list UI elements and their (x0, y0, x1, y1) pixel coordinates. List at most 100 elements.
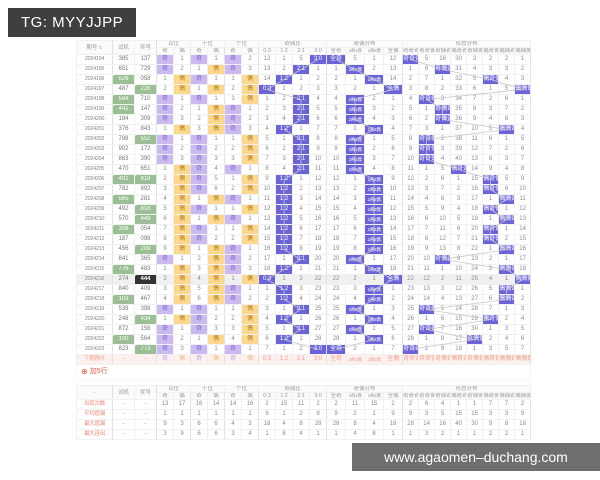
parity-cell: 偶 (207, 264, 226, 275)
win-number-cell: 564 (134, 334, 157, 345)
stat-row: 平均遗漏 - -1 1 1 1 1 1 9 1 2 9 9 2 1 9 9 3 5 15 15 3 3 9 (76, 409, 532, 420)
pattern-cell: 27 (402, 324, 420, 335)
win-number-cell: 651 (134, 164, 157, 175)
prediction-option-cell[interactable]: 奇奇偶 (418, 354, 436, 365)
prediction-option-cell[interactable]: 奇偶偶 (466, 354, 484, 365)
ratio-cell: 12 (258, 54, 277, 65)
dist-cell: 2奇1偶 (345, 94, 366, 105)
prediction-option-cell[interactable]: 偶奇偶 (482, 354, 500, 365)
prediction-option-cell[interactable]: 奇 (224, 354, 243, 365)
stat-cell: 3 (224, 429, 243, 440)
ratio-cell: 1 (275, 324, 294, 335)
pattern-cell: 奇偶奇 (434, 254, 452, 265)
dist-cell: 3 (345, 284, 366, 295)
pattern-cell: 5 (482, 284, 500, 295)
ratio-cell: 2 (275, 144, 294, 155)
parity-cell: 偶 (207, 84, 226, 95)
ratio-cell: 9 (258, 174, 277, 185)
test-number-cell: 570 (112, 214, 135, 225)
dist-cell: 2 (364, 64, 385, 75)
parity-cell: 6 (156, 214, 174, 225)
prediction-option-cell[interactable]: 2:1 (292, 354, 311, 365)
prediction-option-cell[interactable]: 全奇 (326, 354, 347, 365)
table-row: 2024207 782 892 3 偶奇 6 2 偶 10 1:2 2 13 13 2 1奇2偶 10 13 3 7… (76, 184, 532, 195)
prediction-option-cell[interactable]: 1:2 (275, 354, 294, 365)
pattern-cell: 8 (418, 84, 436, 95)
ratio-cell: 20 (309, 254, 328, 265)
issue-cell: 2024214 (76, 254, 113, 265)
test-number-cell: 376 (112, 124, 135, 135)
stat-cell: 3 (498, 409, 516, 420)
pattern-cell: 4 (402, 94, 420, 105)
parity-cell: 3 (224, 94, 243, 105)
prediction-option-cell[interactable]: 偶 (207, 354, 226, 365)
stat-cell: 28 (326, 419, 347, 430)
dist-cell: 14 (326, 194, 347, 205)
parity-cell: 偶 (172, 294, 192, 305)
prediction-option-cell[interactable]: 0:3 (258, 354, 277, 365)
prediction-option-cell[interactable]: 全偶 (383, 354, 404, 365)
dist-cell: 1 (345, 264, 366, 275)
prediction-option-cell[interactable]: 偶 (241, 354, 260, 365)
prediction-option-cell[interactable]: 1奇2偶 (364, 354, 385, 365)
column-header: 奇 (224, 47, 243, 55)
prediction-option-cell[interactable]: 偶偶奇 (498, 354, 516, 365)
prediction-option-cell[interactable]: 偶偶偶 (514, 354, 532, 365)
prediction-option-cell[interactable]: 奇偶奇 (434, 354, 452, 365)
ratio-cell: 5 (258, 134, 277, 145)
parity-cell: 偶 (207, 334, 226, 345)
stat-cell: 3 (418, 409, 436, 420)
parity-cell: 奇 (224, 264, 243, 275)
prediction-label: 下期预计 (76, 354, 113, 365)
ratio-cell: 6 (309, 114, 328, 125)
pattern-cell: 24 (402, 294, 420, 305)
ratio-cell: 24 (309, 294, 328, 305)
parity-cell: 奇 (224, 284, 243, 295)
pattern-cell: 18 (450, 344, 468, 355)
prediction-option-cell[interactable]: 3:0 (309, 354, 328, 365)
parity-cell: 奇 (224, 294, 243, 305)
prediction-option-cell[interactable]: 偶 (172, 354, 192, 365)
ratio-cell: 3 (275, 154, 294, 165)
ratio-cell: 19 (309, 244, 328, 255)
test-number-cell: 823 (112, 344, 135, 355)
parity-cell: 偶 (241, 134, 260, 145)
table-row: 2024195651729奇21偶奇31322:1112奇1偶21316奇偶奇3… (76, 64, 532, 75)
parity-cell: 1 (241, 194, 260, 205)
stat-cell: 9 (309, 409, 328, 420)
column-header: 偶奇奇 (450, 392, 468, 400)
prediction-option-cell[interactable]: 奇奇奇 (402, 354, 420, 365)
ratio-cell: 2:1 (292, 154, 311, 165)
group-header: 个位 (224, 385, 260, 393)
prediction-option-cell[interactable]: 2奇1偶 (345, 354, 366, 365)
stat-row: 最大遗漏 - -9 3 6 6 4 3 18 4 8 28 28 8 4 18 28 14 16 40 30 9 8 18 (76, 419, 532, 430)
prediction-option-cell[interactable]: 偶奇奇 (450, 354, 468, 365)
prediction-option-cell[interactable]: 奇 (190, 354, 209, 365)
sort-icon[interactable]: ⇅ (98, 44, 103, 51)
pattern-cell: 12 (450, 284, 468, 295)
pattern-cell: 5 (498, 84, 516, 95)
stat-cell: 8 (498, 419, 516, 430)
win-number-cell: 892 (134, 184, 157, 195)
parity-cell: 9 (156, 244, 174, 255)
dist-cell: 1 (345, 74, 366, 85)
add-rows-button[interactable]: ⊕ 加5行 (75, 364, 532, 380)
column-header: 1:2 (275, 47, 294, 55)
dist-cell: 6 (326, 114, 347, 125)
column-header: 偶奇偶 (482, 47, 500, 55)
issue-column-header[interactable]: 期号⇅ (76, 40, 113, 55)
pattern-cell: 4 (514, 124, 532, 135)
dist-cell: 3 (383, 304, 404, 315)
stat-cell: 2 (482, 429, 500, 440)
pattern-cell: 3 (514, 114, 532, 125)
table-row: 2024204863390奇3奇33偶732:110102奇1偶3710奇奇偶4… (76, 154, 532, 165)
parity-cell: 4 (224, 334, 243, 345)
stat-cell: - (112, 409, 135, 420)
dist-cell: 17 (383, 254, 404, 265)
win-number-cell: 444 (134, 274, 157, 285)
dist-cell: 18 (326, 234, 347, 245)
prediction-option-cell[interactable]: 奇 (156, 354, 174, 365)
stat-label: 平均遗漏 (76, 409, 113, 420)
pattern-cell: 3 (466, 54, 484, 65)
win-number-cell: 309 (134, 114, 157, 125)
